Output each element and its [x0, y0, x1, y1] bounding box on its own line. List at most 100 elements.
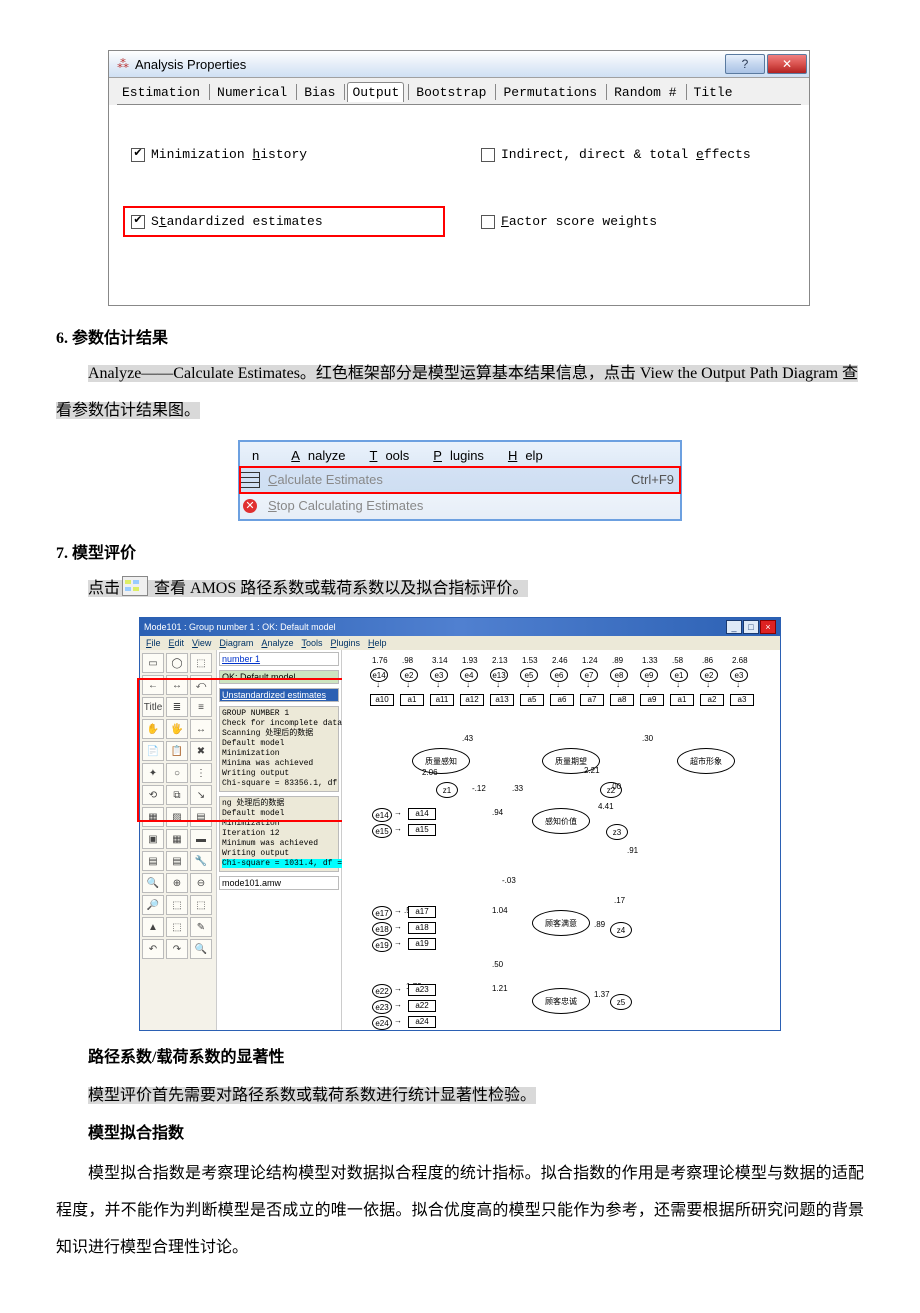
- ap-tab-title[interactable]: Title: [689, 82, 738, 102]
- tool-button[interactable]: ✖: [190, 741, 212, 761]
- amos-menu-iagram[interactable]: Diagram: [219, 638, 253, 648]
- tool-button[interactable]: 🔎: [142, 895, 164, 915]
- amos-menu-ile[interactable]: File: [146, 638, 161, 648]
- tool-button[interactable]: ≡: [190, 697, 212, 717]
- tool-button[interactable]: 🔧: [190, 851, 212, 871]
- ap-tab-bootstrap[interactable]: Bootstrap: [411, 82, 491, 102]
- tool-button[interactable]: ↔: [166, 675, 188, 695]
- tool-button[interactable]: ▦: [166, 829, 188, 849]
- amos-menu-lugins[interactable]: Plugins: [330, 638, 360, 648]
- estimates-view-icon: [122, 576, 148, 596]
- tool-button[interactable]: ⊕: [166, 873, 188, 893]
- section7-heading: 7. 模型评价: [56, 539, 864, 563]
- tool-button[interactable]: ⤺: [190, 675, 212, 695]
- amos-menu-iew[interactable]: View: [192, 638, 211, 648]
- tool-button[interactable]: ↔: [190, 719, 212, 739]
- tool-button[interactable]: ⬚: [190, 653, 212, 673]
- indicator-node: a1: [670, 694, 694, 706]
- latent-node: 顾客忠诚: [532, 988, 590, 1014]
- tool-button[interactable]: ↶: [142, 939, 164, 959]
- ap-tab-random-[interactable]: Random #: [609, 82, 681, 102]
- tool-button[interactable]: ⬚: [166, 917, 188, 937]
- tool-button[interactable]: ✋: [142, 719, 164, 739]
- amos-menu-elp[interactable]: Help: [368, 638, 387, 648]
- tool-button[interactable]: ▨: [166, 807, 188, 827]
- ap-tab-numerical[interactable]: Numerical: [212, 82, 292, 102]
- tool-button[interactable]: ⬚: [190, 895, 212, 915]
- indicator-node: a14: [408, 808, 436, 820]
- tool-button[interactable]: ↷: [166, 939, 188, 959]
- tool-button[interactable]: ≣: [166, 697, 188, 717]
- checkbox-icon: ✔: [131, 215, 145, 229]
- analyze-menu-window: n AnalyzeToolsPluginsHelp Calculate Esti…: [238, 440, 682, 521]
- close-button[interactable]: ✕: [767, 54, 807, 74]
- tool-button[interactable]: 🔍: [190, 939, 212, 959]
- tool-button[interactable]: ▦: [142, 807, 164, 827]
- close-button[interactable]: ×: [760, 620, 776, 634]
- unstd-est-box[interactable]: Unstandardized estimates: [219, 688, 339, 702]
- tool-button[interactable]: ○: [166, 763, 188, 783]
- coef-label: 2.46: [552, 656, 568, 665]
- check-indirect-effects[interactable]: Indirect, direct & total effects: [479, 145, 789, 164]
- help-button[interactable]: ?: [725, 54, 765, 74]
- amos-titlebar[interactable]: Mode101 : Group number 1 : OK: Default m…: [140, 618, 780, 636]
- tool-button[interactable]: ▤: [142, 851, 164, 871]
- amos-menu-nalyze[interactable]: Analyze: [261, 638, 293, 648]
- min-button[interactable]: _: [726, 620, 742, 634]
- path-coef: .89: [594, 920, 605, 929]
- ap-tab-permutations[interactable]: Permutations: [498, 82, 602, 102]
- coef-label: 2.68: [732, 656, 748, 665]
- check-min-history[interactable]: ✔ Minimization history: [129, 145, 439, 164]
- checkbox-icon: [481, 148, 495, 162]
- check-factor-score-weights[interactable]: Factor score weights: [479, 212, 789, 231]
- latent-node: 超市形象: [677, 748, 735, 774]
- menu-item-top-calculating-estimates[interactable]: ✕Stop Calculating Estimates: [240, 493, 680, 519]
- amos-menu-ools[interactable]: Tools: [301, 638, 322, 648]
- checkbox-icon: [481, 215, 495, 229]
- tool-button[interactable]: ⟲: [142, 785, 164, 805]
- max-button[interactable]: □: [743, 620, 759, 634]
- fit-para: 模型拟合指数是考察理论结构模型对数据拟合程度的统计指标。拟合指数的作用是考察理论…: [56, 1156, 864, 1266]
- tool-button[interactable]: 🔍: [142, 873, 164, 893]
- menu-elp[interactable]: Help: [492, 445, 551, 466]
- menu-nalyze[interactable]: Analyze: [275, 445, 353, 466]
- scan-output-2: ng 处理后的数据 Default model Minimization Ite…: [219, 796, 339, 872]
- tool-button[interactable]: 📄: [142, 741, 164, 761]
- tool-button[interactable]: ✦: [142, 763, 164, 783]
- tool-button[interactable]: ⬚: [166, 895, 188, 915]
- indicator-node: a17: [408, 906, 436, 918]
- tool-button[interactable]: ◯: [166, 653, 188, 673]
- tool-button[interactable]: ⧉: [166, 785, 188, 805]
- disturbance-node: z4: [610, 922, 632, 938]
- tool-button[interactable]: 📋: [166, 741, 188, 761]
- tool-button[interactable]: ⊖: [190, 873, 212, 893]
- indicator-node: a24: [408, 1016, 436, 1028]
- menu-ools[interactable]: Tools: [353, 445, 417, 466]
- ap-tab-bias[interactable]: Bias: [299, 82, 340, 102]
- menu-item-alculate-estimates[interactable]: Calculate EstimatesCtrl+F9: [240, 467, 680, 493]
- ok-model-box: OK: Default model: [219, 670, 339, 684]
- tool-button[interactable]: Title: [142, 697, 164, 717]
- tool-button[interactable]: ←: [142, 675, 164, 695]
- path-coef: .50: [492, 960, 503, 969]
- tool-button[interactable]: ⋮: [190, 763, 212, 783]
- ap-titlebar[interactable]: ⁂ Analysis Properties ? ✕: [109, 51, 809, 78]
- check-std-estimates[interactable]: ✔ Standardized estimates: [129, 212, 439, 231]
- tool-button[interactable]: ▭: [142, 653, 164, 673]
- indicator-node: a22: [408, 1000, 436, 1012]
- tool-button[interactable]: ▲: [142, 917, 164, 937]
- path-coef: 1.37: [594, 990, 610, 999]
- error-node: e18: [372, 922, 392, 936]
- tool-button[interactable]: ▤: [166, 851, 188, 871]
- tool-button[interactable]: ✎: [190, 917, 212, 937]
- tool-button[interactable]: ▣: [142, 829, 164, 849]
- menu-lugins[interactable]: Plugins: [417, 445, 492, 466]
- tool-button[interactable]: ▤: [190, 807, 212, 827]
- tool-button[interactable]: ↘: [190, 785, 212, 805]
- tool-button[interactable]: 🖐: [166, 719, 188, 739]
- path-coef: 1.04: [492, 906, 508, 915]
- amos-menu-dit[interactable]: Edit: [169, 638, 185, 648]
- ap-tab-estimation[interactable]: Estimation: [117, 82, 205, 102]
- tool-button[interactable]: ▬: [190, 829, 212, 849]
- ap-tab-output[interactable]: Output: [347, 82, 404, 102]
